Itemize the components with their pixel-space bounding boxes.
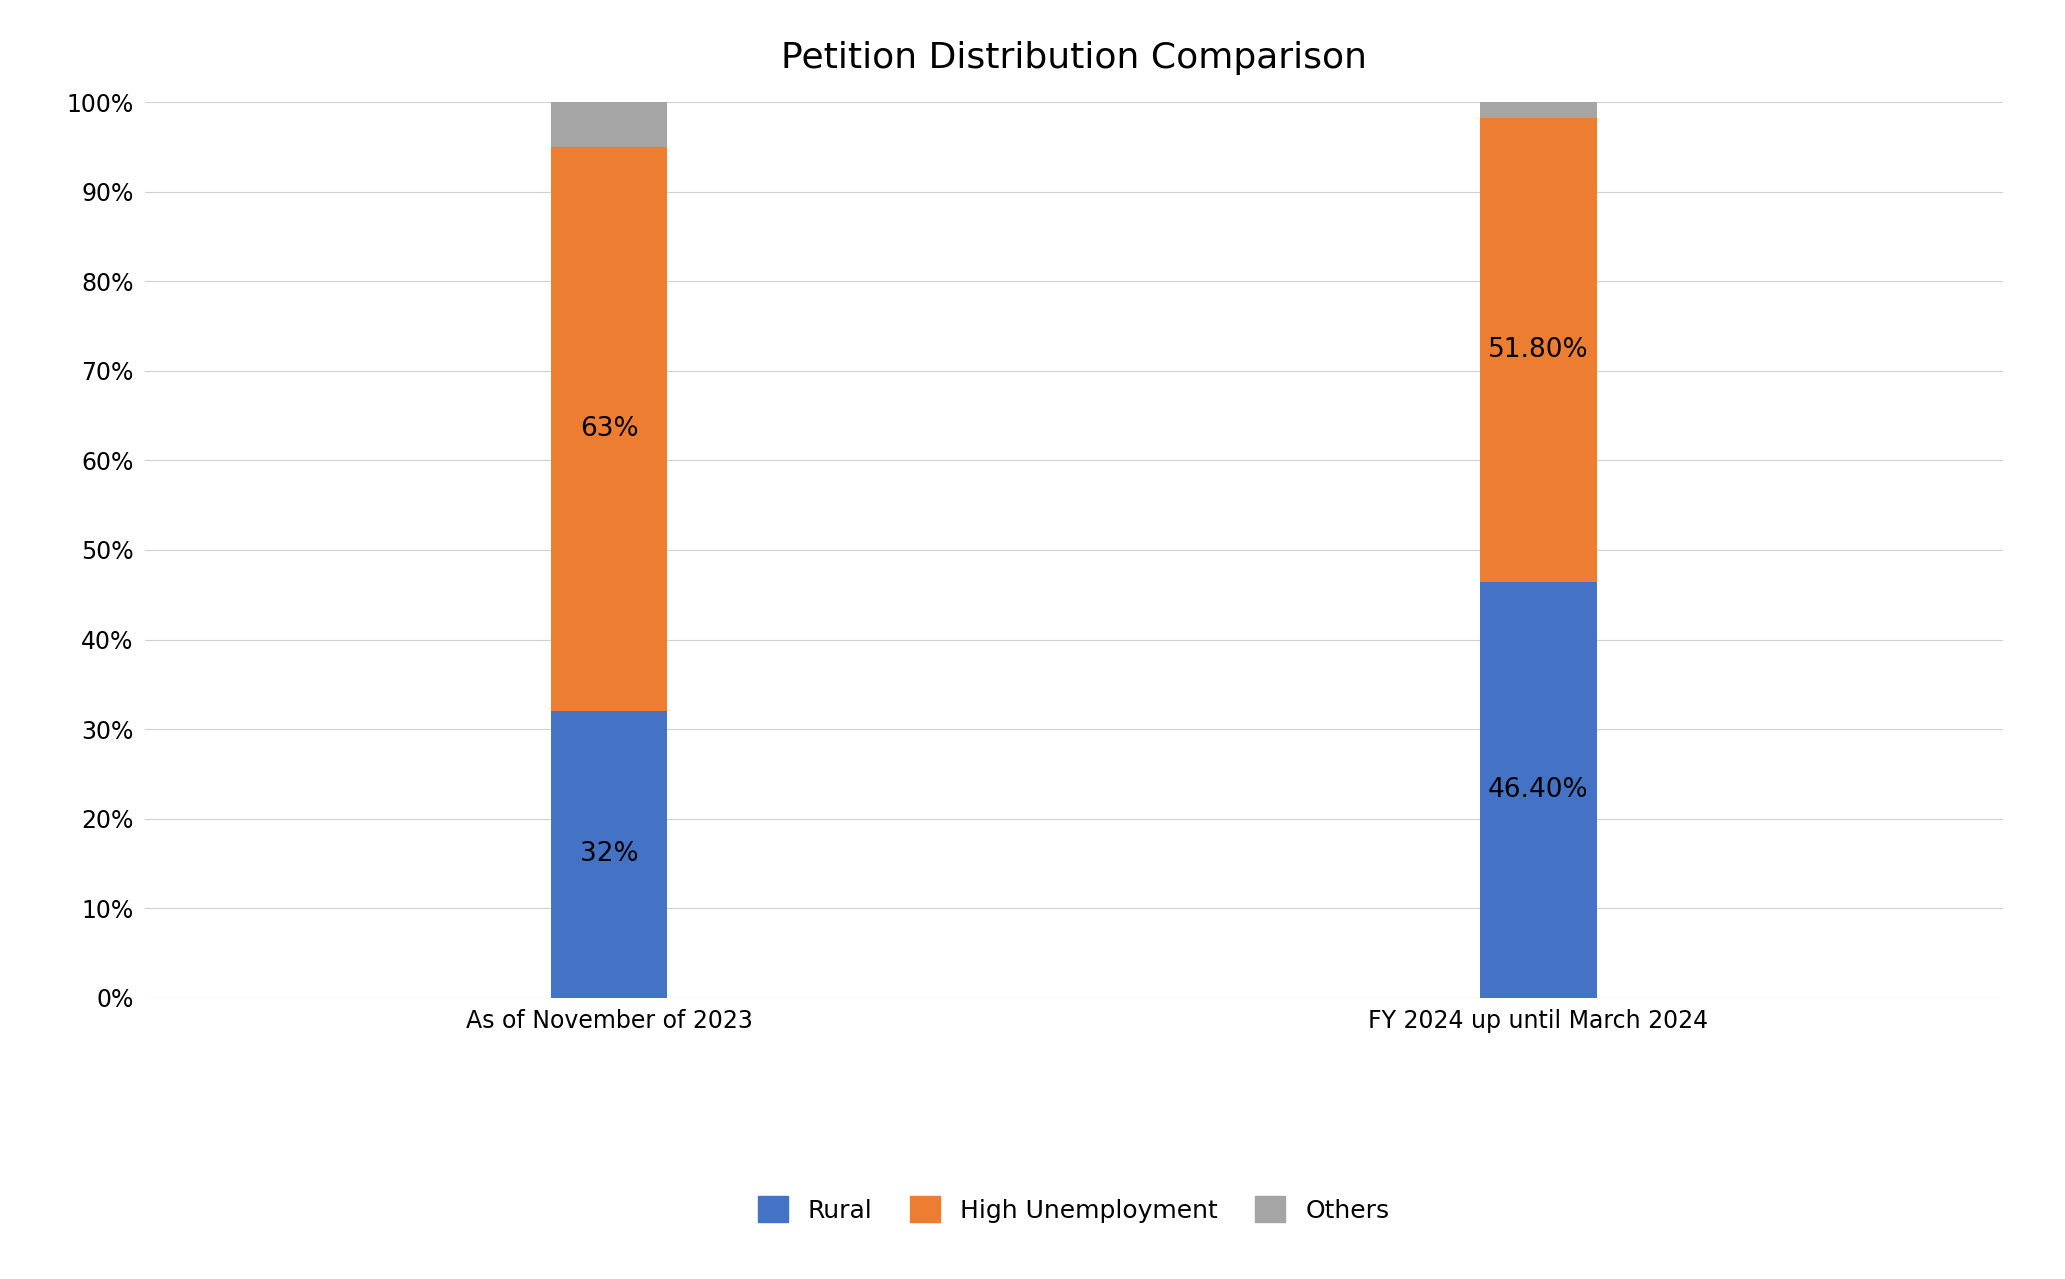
Bar bbox=[551, 147, 667, 711]
Bar bbox=[1481, 102, 1596, 119]
Text: 63%: 63% bbox=[580, 416, 638, 443]
Bar bbox=[551, 102, 667, 147]
Text: 51.80%: 51.80% bbox=[1489, 338, 1588, 363]
Title: Petition Distribution Comparison: Petition Distribution Comparison bbox=[781, 41, 1367, 74]
Bar bbox=[551, 711, 667, 998]
Bar bbox=[1481, 119, 1596, 582]
Legend: Rural, High Unemployment, Others: Rural, High Unemployment, Others bbox=[733, 1172, 1415, 1247]
Bar bbox=[1481, 582, 1596, 998]
Text: 32%: 32% bbox=[580, 842, 638, 867]
Text: 46.40%: 46.40% bbox=[1489, 776, 1588, 803]
